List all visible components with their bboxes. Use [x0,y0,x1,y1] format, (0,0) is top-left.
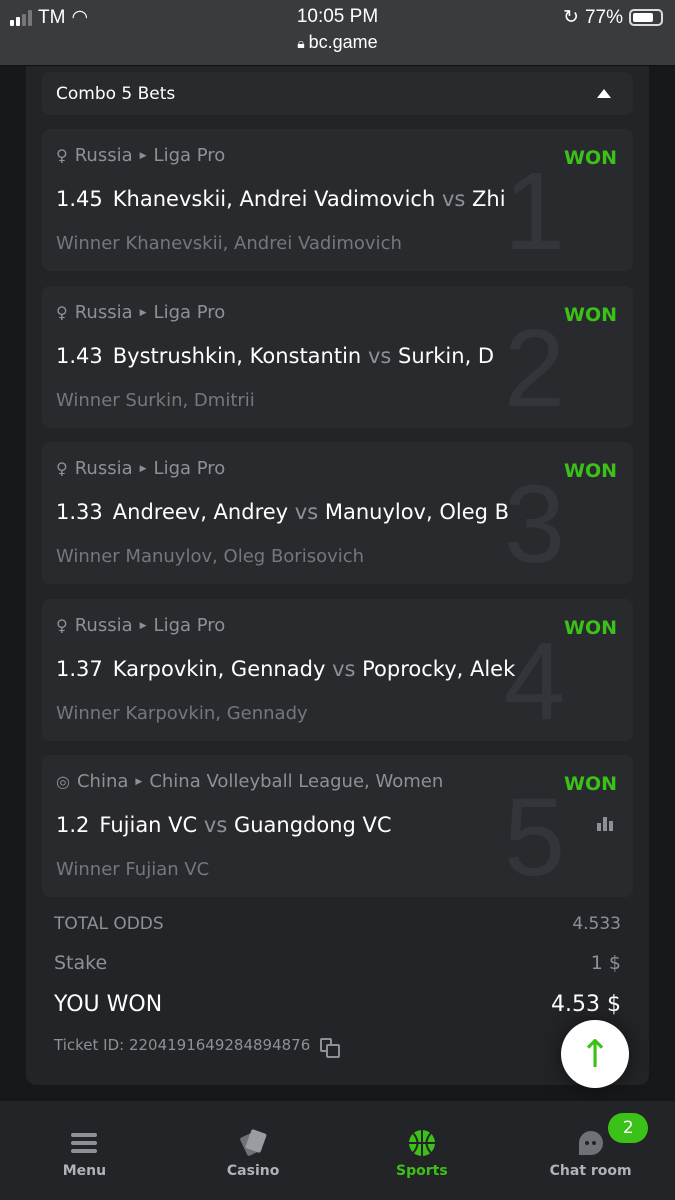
bet-number: 5 [503,776,565,897]
copy-icon[interactable] [320,1038,341,1058]
status-badge: WON [563,147,617,169]
carrier: TM [38,6,66,28]
nav-chat[interactable]: Chat room 2 [506,1101,675,1200]
league[interactable]: ◎ China ▶ China Volleyball League, Women [56,771,444,792]
combo-title: Combo 5 Bets [56,83,176,104]
won-row: YOU WON 4.53 $ [54,992,621,1017]
bet-card[interactable]: 4 ♀ Russia ▶ Liga Pro WON 1.37 Karpovkin, Ge… [42,599,633,741]
selection: Winner Khanevskii, Andrei Vadimovich [56,233,402,254]
bet-panel: Combo 5 Bets 1 ♀ Russia ▶ Liga Pro WON 1.45… [26,66,649,1085]
status-badge: WON [563,773,617,795]
collapse-icon[interactable] [597,89,611,98]
total-odds-row: TOTAL ODDS 4.533 [54,914,621,934]
nav-sports[interactable]: Sports [338,1101,507,1200]
stats-icon[interactable] [597,817,613,831]
odds: 1.45 [56,187,103,211]
bet-number: 4 [503,620,565,741]
caret-right-icon: ▶ [135,776,143,787]
ticket-id: Ticket ID: 2204191649284894876 [54,1036,341,1058]
table-tennis-icon: ♀ [56,616,68,635]
wifi-icon: ◠ [71,7,89,28]
status-badge: WON [563,304,617,326]
selection: Winner Surkin, Dmitrii [56,390,255,411]
volleyball-icon: ◎ [56,772,70,791]
match: 1.45 Khanevskii, Andrei Vadimovich vs Zhi [56,187,506,211]
bet-number: 3 [503,463,565,584]
table-tennis-icon: ♀ [56,459,68,478]
league[interactable]: ♀ Russia ▶ Liga Pro [56,458,226,479]
battery-percent: 77% [584,6,623,28]
basketball-icon [408,1123,436,1163]
odds: 1.43 [56,344,103,368]
bet-card[interactable]: 3 ♀ Russia ▶ Liga Pro WON 1.33 Andreev, Andr… [42,442,633,584]
league[interactable]: ♀ Russia ▶ Liga Pro [56,615,226,636]
nav-menu[interactable]: Menu [0,1101,169,1200]
nav-casino[interactable]: Casino [169,1101,338,1200]
table-tennis-icon: ♀ [56,303,68,322]
status-badge: WON [563,460,617,482]
selection: Winner Fujian VC [56,859,210,880]
status-bar: TM ◠ 10:05 PM 🔒︎ bc.game ↻ 77% [0,0,675,66]
chat-icon [577,1123,605,1163]
combo-header[interactable]: Combo 5 Bets [42,72,633,115]
bottom-nav: Menu Casino Sports Chat room 2 [0,1101,675,1200]
bet-number: 2 [503,307,565,428]
odds: 1.33 [56,500,103,524]
menu-icon [71,1123,98,1163]
match: 1.37 Karpovkin, Gennady vs Poprocky, Alek [56,657,516,681]
match: 1.43 Bystrushkin, Konstantin vs Surkin, D [56,344,495,368]
selection: Winner Karpovkin, Gennady [56,703,308,724]
match: 1.2 Fujian VC vs Guangdong VC [56,813,392,837]
bet-card[interactable]: 5 ◎ China ▶ China Volleyball League, Women … [42,755,633,897]
cards-icon [239,1123,267,1163]
table-tennis-icon: ♀ [56,146,68,165]
match: 1.33 Andreev, Andrey vs Manuylov, Oleg B [56,500,510,524]
caret-right-icon: ▶ [139,150,147,161]
league[interactable]: ♀ Russia ▶ Liga Pro [56,145,226,166]
caret-right-icon: ▶ [139,463,147,474]
bet-number: 1 [503,150,565,271]
chat-badge: 2 [608,1113,649,1143]
status-badge: WON [563,617,617,639]
scroll-top-button[interactable]: ↑ [561,1020,629,1088]
battery-icon [629,9,663,26]
clock: 10:05 PM [296,6,379,27]
selection: Winner Manuylov, Oleg Borisovich [56,546,365,567]
rotation-lock-icon: ↻ [563,7,579,28]
url-bar[interactable]: 🔒︎ bc.game [297,32,378,52]
stake-row: Stake 1 $ [54,952,621,974]
lock-icon: 🔒︎ [297,35,309,51]
arrow-up-icon: ↑ [579,1032,611,1076]
bet-card[interactable]: 1 ♀ Russia ▶ Liga Pro WON 1.45 Khanevskii, A… [42,129,633,271]
caret-right-icon: ▶ [139,620,147,631]
bet-card[interactable]: 2 ♀ Russia ▶ Liga Pro WON 1.43 Bystrushkin, … [42,286,633,428]
caret-right-icon: ▶ [139,307,147,318]
signal-icon [10,9,32,26]
odds: 1.2 [56,813,90,837]
league[interactable]: ♀ Russia ▶ Liga Pro [56,302,226,323]
odds: 1.37 [56,657,103,681]
